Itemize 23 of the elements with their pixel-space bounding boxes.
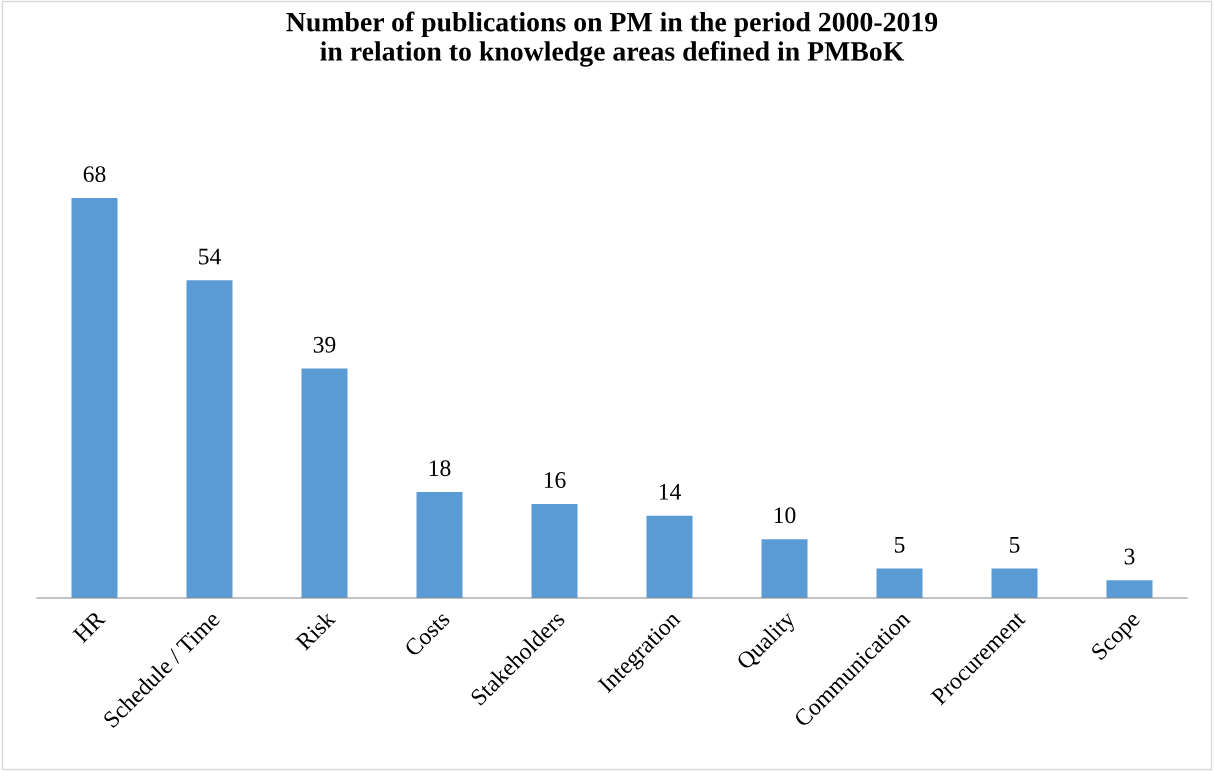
bar <box>646 515 693 598</box>
data-label: 18 <box>429 460 451 477</box>
data-label: 16 <box>544 472 566 488</box>
data-label: 39 <box>313 336 336 353</box>
x-tick-label: Risk <box>294 609 337 651</box>
data-label: 3 <box>1124 548 1135 565</box>
bar <box>1106 580 1153 598</box>
bar <box>876 568 923 598</box>
bar <box>186 280 233 598</box>
bar <box>761 539 808 598</box>
bar <box>301 368 348 598</box>
data-label: 14 <box>659 483 681 500</box>
data-label: 68 <box>83 166 106 183</box>
bar <box>71 198 118 598</box>
data-label: 54 <box>199 248 221 265</box>
x-tick-label: HR <box>72 609 107 644</box>
data-label: 5 <box>1009 536 1020 553</box>
data-label: 10 <box>774 507 796 524</box>
bar <box>991 568 1038 598</box>
data-label: 5 <box>894 536 905 553</box>
chart-title: Number of publications on PM in the period 2000-2019 in relation to knowledge areas defined in PMBoK <box>286 11 938 67</box>
bar <box>416 492 463 598</box>
bar <box>531 503 578 598</box>
